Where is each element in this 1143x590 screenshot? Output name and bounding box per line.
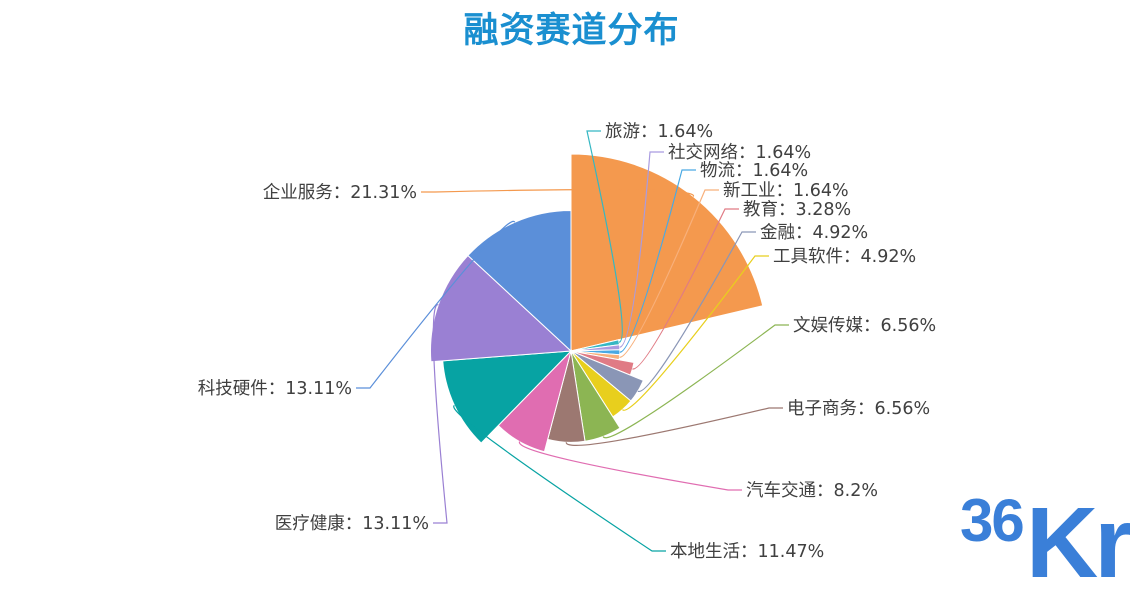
leader-line — [619, 169, 696, 353]
slice-label: 汽车交通：8.2% — [746, 481, 878, 501]
slice-label: 工具软件：4.92% — [773, 247, 916, 267]
leader-line — [619, 189, 719, 358]
leader-line — [602, 324, 789, 439]
slice-label: 物流：1.64% — [700, 161, 808, 181]
leader-line — [519, 441, 742, 491]
svg-text:36: 36 — [960, 487, 1023, 554]
leader-line — [622, 255, 769, 411]
leader-line — [453, 404, 666, 552]
slice-label: 科技硬件：13.11% — [198, 379, 352, 399]
slice-label: 电子商务：6.56% — [787, 399, 930, 419]
leader-line — [637, 231, 756, 392]
chart-title: 融资赛道分布 — [463, 11, 680, 51]
leader-line — [586, 130, 623, 343]
slice-label: 本地生活：11.47% — [670, 542, 824, 562]
leader-lines — [356, 130, 789, 552]
leader-line — [421, 189, 694, 197]
leader-line — [565, 407, 783, 446]
slice-label: 新工业：1.64% — [723, 181, 849, 201]
pie-slices — [429, 153, 764, 453]
slice-label: 文娱传媒：6.56% — [793, 316, 936, 336]
pie-slice — [570, 153, 764, 352]
slice-label: 金融：4.92% — [760, 223, 868, 243]
slice-label: 社交网络：1.64% — [668, 143, 811, 163]
slice-labels: 企业服务：21.31% 旅游：1.64%社交网络：1.64%物流：1.64%新工业… — [198, 122, 936, 562]
pie-slice — [467, 209, 572, 353]
36kr-logo: 36 Kr — [960, 487, 1130, 580]
slice-label: 企业服务：21.31% — [263, 183, 417, 203]
slice-label: 医疗健康：13.11% — [275, 514, 429, 534]
leader-line — [619, 151, 664, 348]
slice-label: 旅游：1.64% — [605, 122, 713, 142]
leader-line — [432, 304, 448, 524]
slice-label: 教育：3.28% — [743, 200, 851, 220]
svg-text:Kr: Kr — [1026, 487, 1130, 580]
leader-line — [632, 208, 739, 370]
leader-line — [356, 220, 516, 389]
pie-slice — [442, 350, 573, 444]
